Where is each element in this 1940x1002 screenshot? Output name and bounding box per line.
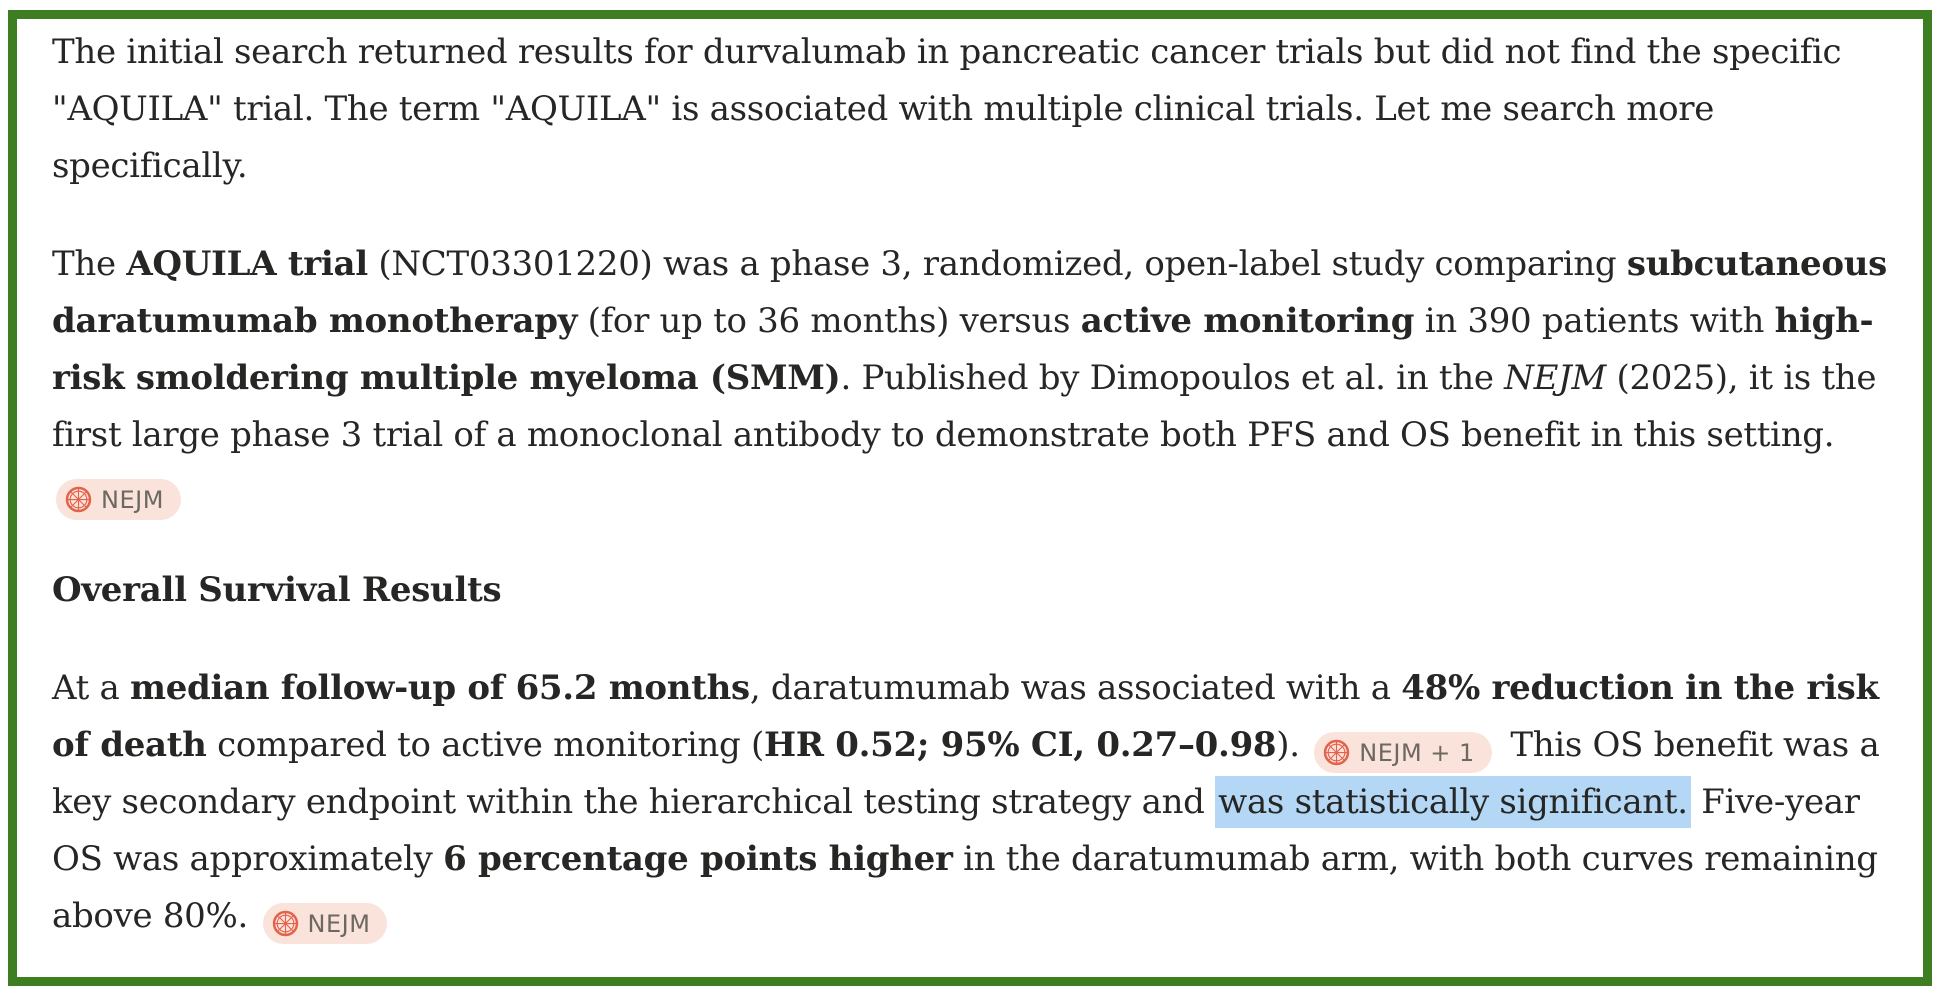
text-run: (NCT03301220) was a phase 3, randomized,… xyxy=(367,244,1627,284)
text-run: high-risk smoldering multiple myeloma (S… xyxy=(52,301,1874,398)
text-run: , daratumumab was associated with a xyxy=(749,668,1402,708)
response-body: The initial search returned results for … xyxy=(52,24,1901,945)
response-panel: The initial search returned results for … xyxy=(8,10,1932,986)
text-run: AQUILA trial xyxy=(126,244,368,284)
text-run: in 390 patients with xyxy=(1414,301,1775,341)
text-run: 48% reduction in the risk of death xyxy=(52,668,1879,765)
text-run: median follow-up of 65.2 months xyxy=(130,668,750,708)
citation-badge-label: NEJM + 1 xyxy=(1359,738,1475,767)
text-run: subcutaneous daratumumab monotherapy xyxy=(52,244,1887,341)
text-run: Five-year OS was approximately xyxy=(52,782,1860,879)
paragraph: At a median follow-up of 65.2 months, da… xyxy=(52,660,1901,945)
text-run: The initial search returned results for … xyxy=(52,32,1842,186)
text-run: (2025), it is the first large phase 3 tr… xyxy=(52,358,1877,455)
text-run: compared to active monitoring ( xyxy=(206,725,764,765)
text-run: HR 0.52; 95% CI, 0.27–0.98 xyxy=(763,725,1277,765)
citation-badge[interactable]: NEJM xyxy=(56,479,181,520)
text-run: This OS benefit was a key secondary endp… xyxy=(52,725,1880,822)
citation-badge[interactable]: NEJM + 1 xyxy=(1314,732,1492,773)
highlighted-text: was statistically significant. xyxy=(1215,776,1691,828)
text-run: ). xyxy=(1276,725,1311,765)
paragraph: The AQUILA trial (NCT03301220) was a pha… xyxy=(52,236,1901,521)
nejm-seal-icon xyxy=(65,486,92,513)
paragraph: The initial search returned results for … xyxy=(52,24,1901,195)
text-run: The xyxy=(52,244,127,284)
citation-badge-label: NEJM xyxy=(307,909,371,938)
text-run: active monitoring xyxy=(1080,301,1415,341)
text-run: (for up to 36 months) versus xyxy=(577,301,1081,341)
text-run: 6 percentage points higher xyxy=(443,839,953,879)
text-run: At a xyxy=(52,668,131,708)
section-heading: Overall Survival Results xyxy=(52,570,502,610)
citation-badge-label: NEJM xyxy=(101,485,164,514)
nejm-seal-icon xyxy=(272,910,298,937)
text-run: in the daratumumab arm, with both curves… xyxy=(52,839,1878,936)
citation-badge[interactable]: NEJM xyxy=(262,903,388,944)
text-run: . Published by Dimopoulos et al. in the xyxy=(840,358,1505,398)
text-run: NEJM xyxy=(1504,358,1606,398)
nejm-seal-icon xyxy=(1324,739,1350,766)
